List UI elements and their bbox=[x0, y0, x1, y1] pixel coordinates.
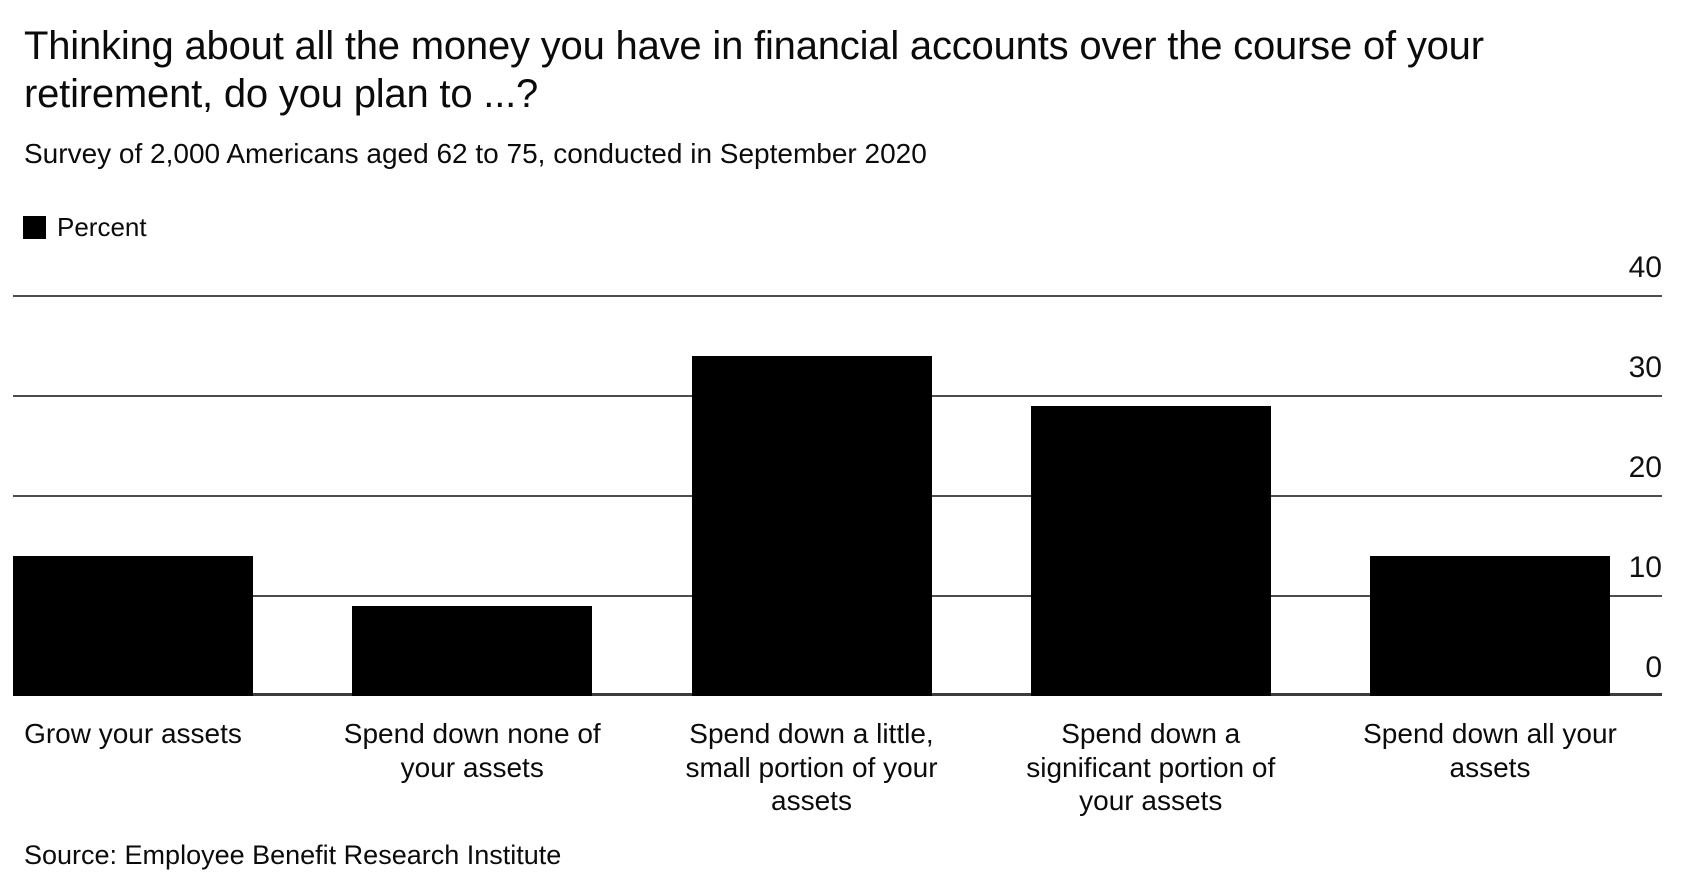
y-tick-label-0: 0 bbox=[1645, 651, 1662, 684]
y-tick-label-30: 30 bbox=[1628, 351, 1662, 384]
y-tick-label-40: 40 bbox=[1628, 251, 1662, 284]
bar-series bbox=[13, 296, 1610, 696]
x-category-label-2: Spend down a little, small portion of yo… bbox=[685, 718, 938, 817]
x-category-label-0: Grow your assets bbox=[24, 718, 242, 749]
chart-subtitle: Survey of 2,000 Americans aged 62 to 75,… bbox=[24, 138, 927, 169]
gridline-40 bbox=[13, 295, 1662, 297]
legend-swatch-icon bbox=[23, 216, 46, 239]
bar-3 bbox=[1030, 406, 1271, 696]
bar-1 bbox=[352, 606, 593, 696]
x-category-label-1: Spend down none of your assets bbox=[343, 718, 601, 783]
legend: Percent bbox=[23, 212, 147, 243]
bar-0 bbox=[13, 556, 253, 696]
bar-4 bbox=[1370, 556, 1610, 696]
chart-title: Thinking about all the money you have in… bbox=[24, 24, 1484, 116]
x-category-label-3: Spend down a significant portion of your… bbox=[1026, 718, 1276, 817]
legend-label: Percent bbox=[57, 212, 147, 242]
bar-2 bbox=[691, 356, 932, 696]
y-tick-label-20: 20 bbox=[1628, 451, 1662, 484]
source-note: Source: Employee Benefit Research Instit… bbox=[24, 840, 562, 870]
y-tick-label-10: 10 bbox=[1628, 551, 1662, 584]
x-axis-category-labels: Grow your assets Spend down none of your … bbox=[13, 717, 1617, 829]
x-category-label-4: Spend down all your assets bbox=[1363, 718, 1617, 783]
